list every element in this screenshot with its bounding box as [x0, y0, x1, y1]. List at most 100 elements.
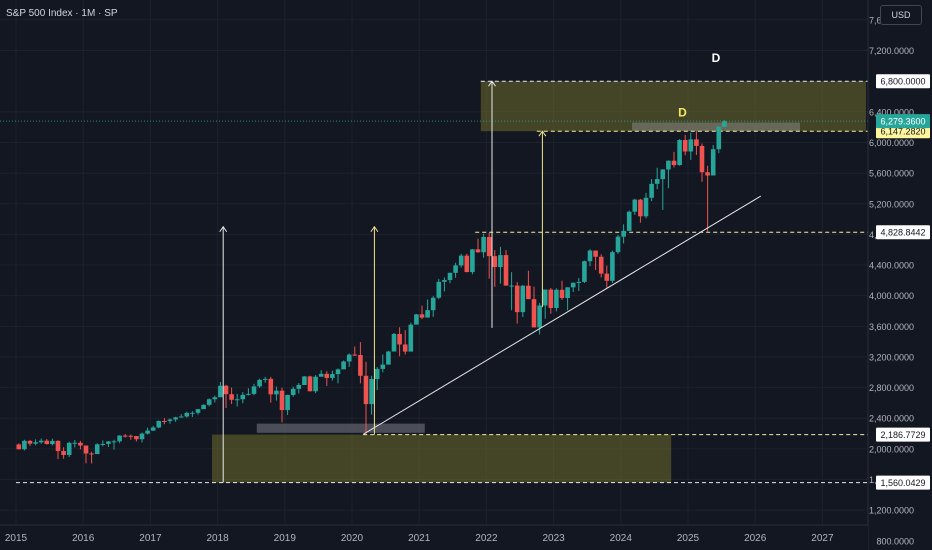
candle-body — [50, 440, 55, 445]
candle-body — [447, 272, 453, 281]
candle-body — [582, 261, 587, 282]
candle-body — [615, 236, 621, 253]
current-price-tag-bg — [876, 114, 930, 129]
candle-body — [671, 160, 677, 166]
price-tag-yellow-text: 6,147.2820 — [880, 126, 925, 136]
candle-body — [150, 427, 156, 431]
candle-body — [167, 419, 173, 422]
candle-body — [374, 368, 380, 380]
price-tag-bg — [876, 427, 930, 442]
candle-body — [229, 394, 234, 400]
candle-body — [498, 255, 503, 268]
price-tick-label: 5,600.0000 — [869, 169, 914, 179]
candle-body — [262, 378, 268, 380]
candle-body — [509, 285, 514, 287]
candle-body — [296, 385, 302, 389]
price-tick-label: 6,000.0000 — [869, 138, 914, 148]
horizontal-levels — [0, 80, 868, 484]
price-tick-label: 2,000.0000 — [869, 444, 914, 454]
candle-body — [139, 433, 145, 440]
candle-body — [100, 443, 106, 445]
candle-body — [660, 169, 666, 180]
time-tick-label: 2020 — [341, 533, 364, 544]
symbol-label: S&P 500 Index · 1M · SP — [6, 8, 118, 19]
arrow-head — [488, 80, 496, 87]
candle-body — [694, 139, 699, 146]
candle-body — [268, 378, 274, 395]
candle-body — [542, 289, 548, 306]
candle-body — [554, 289, 559, 308]
currency-button[interactable]: USD — [880, 5, 922, 25]
candle-body — [699, 145, 705, 173]
candle-body — [38, 440, 44, 443]
time-tick-label: 2015 — [5, 533, 28, 544]
candle-body — [587, 250, 593, 262]
candle-body — [201, 404, 206, 410]
candle-body — [128, 435, 134, 437]
candle-body — [408, 324, 414, 352]
candle-body — [352, 354, 358, 356]
price-tick-label: 7,200.0000 — [869, 46, 914, 56]
candle-body — [257, 379, 262, 387]
candle-body — [442, 280, 447, 282]
candle-body — [621, 230, 626, 237]
candle-body — [548, 289, 554, 308]
candle-body — [391, 333, 397, 352]
price-tag-bg — [876, 225, 930, 240]
candle-body — [654, 179, 660, 184]
candles — [16, 120, 727, 464]
price-tick-label: 4,400.0000 — [869, 261, 914, 271]
candle-body — [61, 451, 66, 456]
candle-body — [223, 385, 229, 395]
price-tag: 6,800.0000 — [876, 74, 930, 89]
arrow-head — [219, 225, 228, 233]
chart-overlays: DD — [219, 51, 762, 483]
candle-body — [279, 390, 285, 411]
price-tick-label: 2,400.0000 — [869, 414, 914, 424]
candle-body — [475, 249, 481, 253]
candle-body — [419, 314, 425, 318]
candle-body — [145, 430, 150, 434]
candle-body — [369, 379, 374, 405]
candle-body — [453, 265, 458, 273]
candle-body — [106, 441, 111, 444]
candle-body — [626, 211, 632, 231]
candle-body — [206, 399, 212, 405]
time-axis[interactable]: 2015 2016 2017 2018 2019 2020 2021 2022 2023 2024… — [0, 524, 868, 550]
candle-body — [285, 394, 290, 411]
trendline — [362, 195, 762, 435]
candle-body — [16, 444, 22, 450]
candle-body — [111, 441, 117, 443]
candle-body — [688, 139, 694, 152]
price-tick-label: 1,200.0000 — [869, 506, 914, 516]
candle-body — [313, 376, 318, 392]
candle-body — [632, 199, 638, 212]
candle-body — [234, 399, 240, 401]
candle-body — [559, 289, 565, 298]
candle-body — [94, 444, 100, 455]
candle-body — [66, 442, 72, 456]
candle-body — [302, 376, 307, 385]
candle-body — [335, 369, 341, 375]
price-tag-text: 6,800.0000 — [880, 76, 925, 86]
price-axis[interactable]: 800.00001,200.00001,600.00002,000.00002,… — [867, 0, 932, 550]
time-tick-label: 2023 — [542, 533, 565, 544]
candle-body — [117, 435, 122, 442]
candle-body — [22, 440, 27, 450]
candle-body — [710, 149, 716, 176]
price-tick-label: 3,600.0000 — [869, 322, 914, 332]
time-tick-label: 2025 — [677, 533, 700, 544]
current-price-tag: 6,279.3600 — [876, 114, 930, 129]
candle-body — [330, 374, 335, 378]
candle-body — [464, 255, 470, 273]
candle-body — [318, 373, 324, 377]
candle-body — [190, 412, 195, 414]
candle-body — [122, 435, 128, 437]
price-tag: 4,828.8442 — [876, 225, 930, 240]
candle-body — [72, 442, 78, 444]
price-tag-bg — [876, 475, 930, 490]
time-axis-panel — [0, 525, 868, 550]
candle-body — [593, 250, 598, 257]
candle-body — [246, 393, 251, 395]
